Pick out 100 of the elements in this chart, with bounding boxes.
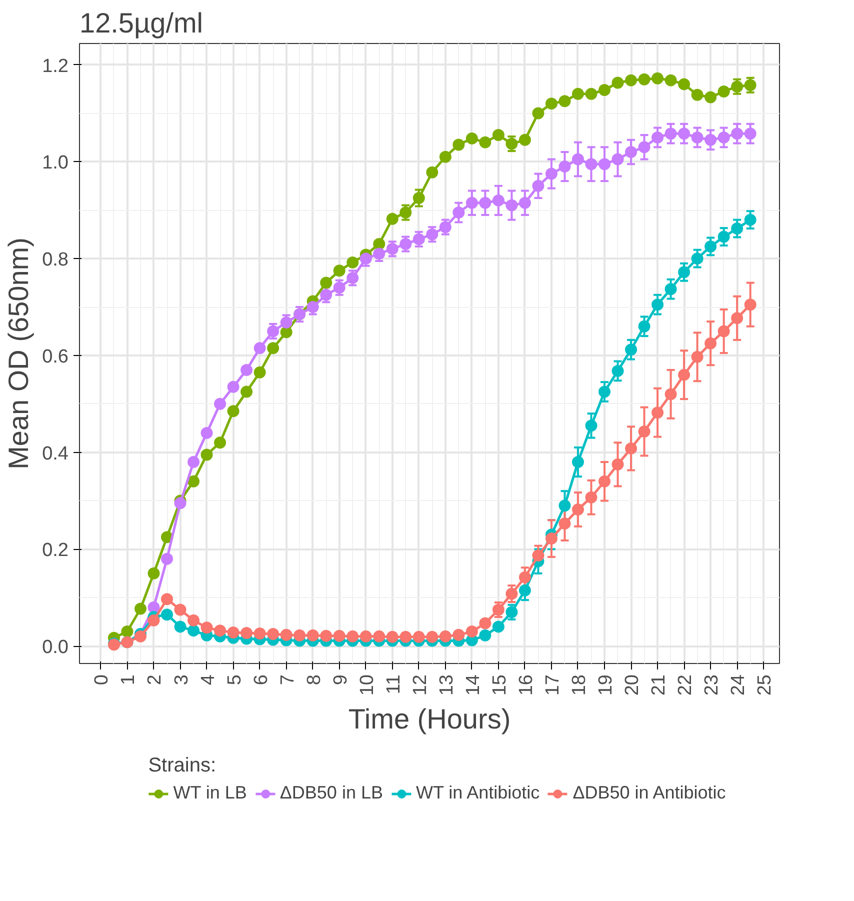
point: [333, 282, 346, 294]
point: [280, 316, 292, 328]
legend-title: Strains:: [148, 754, 218, 778]
point: [306, 301, 319, 313]
x-tick-label: 17: [542, 674, 564, 696]
point: [731, 128, 744, 140]
point: [612, 364, 624, 377]
point: [373, 238, 386, 250]
point: [691, 252, 704, 265]
point: [214, 624, 226, 637]
point: [426, 630, 438, 643]
point: [506, 199, 518, 212]
point: [652, 131, 664, 144]
point: [188, 456, 200, 468]
x-tick-label: 16: [516, 674, 537, 696]
y-tick-label: 0.2: [42, 540, 69, 562]
x-tick-label: 23: [702, 674, 723, 696]
x-tick-label: 19: [596, 674, 616, 696]
point: [612, 458, 624, 470]
point: [492, 129, 504, 142]
point: [598, 84, 610, 96]
point: [426, 166, 438, 178]
point: [306, 629, 319, 642]
point: [506, 588, 518, 600]
x-tick-label: 11: [383, 674, 404, 694]
point: [718, 131, 730, 144]
point: [718, 85, 730, 98]
point: [346, 256, 359, 268]
x-tick-label: 9: [330, 674, 352, 686]
point: [598, 158, 610, 170]
point: [373, 630, 386, 642]
point: [731, 80, 744, 93]
point: [718, 325, 730, 338]
point: [704, 240, 717, 252]
point: [612, 153, 624, 166]
point: [320, 630, 332, 642]
point: [744, 128, 756, 140]
point: [652, 72, 664, 84]
point: [174, 620, 186, 633]
point: [479, 629, 492, 642]
point: [240, 364, 253, 376]
y-tick-label: 1.0: [42, 152, 69, 174]
point: [518, 571, 531, 584]
point: [333, 630, 346, 642]
point: [518, 134, 531, 146]
point: [386, 212, 398, 225]
point: [718, 230, 730, 243]
point: [638, 141, 650, 154]
point: [638, 320, 650, 332]
y-tick-label: 0.8: [42, 250, 69, 271]
point: [506, 606, 518, 618]
point: [678, 128, 690, 140]
point: [479, 196, 492, 209]
x-tick-label: 25: [754, 674, 776, 696]
point: [227, 380, 240, 393]
point: [678, 78, 690, 90]
point: [240, 626, 253, 639]
point: [267, 342, 280, 354]
point: [373, 248, 386, 260]
point: [558, 95, 571, 108]
point: [161, 593, 173, 606]
point: [704, 134, 717, 146]
point: [174, 497, 186, 510]
point: [612, 76, 624, 89]
x-tick-label: 12: [410, 674, 431, 696]
point: [240, 386, 253, 398]
x-tick-label: 13: [436, 674, 458, 696]
point: [267, 628, 280, 640]
x-tick-label: 18: [568, 674, 590, 696]
point: [585, 88, 598, 100]
point: [161, 552, 173, 565]
point: [452, 206, 465, 219]
point: [479, 617, 492, 630]
point: [625, 74, 638, 86]
point: [492, 620, 504, 633]
x-tick-label: 14: [462, 674, 484, 696]
point: [625, 344, 638, 356]
point: [174, 604, 186, 616]
y-axis-title: Mean OD (650nm): [3, 238, 34, 470]
x-tick-label: 20: [622, 674, 644, 696]
y-tick-label: 0.6: [42, 346, 69, 368]
point: [558, 160, 571, 173]
point: [638, 425, 650, 438]
point: [704, 91, 717, 104]
point: [585, 491, 598, 504]
x-tick-label: 10: [356, 674, 378, 696]
point: [731, 312, 744, 324]
point: [598, 475, 610, 488]
point: [492, 194, 504, 206]
y-tick-label: 1.2: [42, 56, 69, 77]
point: [267, 325, 280, 338]
point: [545, 98, 558, 110]
point: [412, 630, 425, 643]
point: [452, 628, 465, 641]
point: [638, 73, 650, 86]
x-tick-label: 21: [648, 674, 670, 696]
point: [704, 337, 717, 350]
point: [572, 456, 584, 468]
point: [148, 567, 160, 580]
x-tick-label: 22: [675, 674, 696, 696]
